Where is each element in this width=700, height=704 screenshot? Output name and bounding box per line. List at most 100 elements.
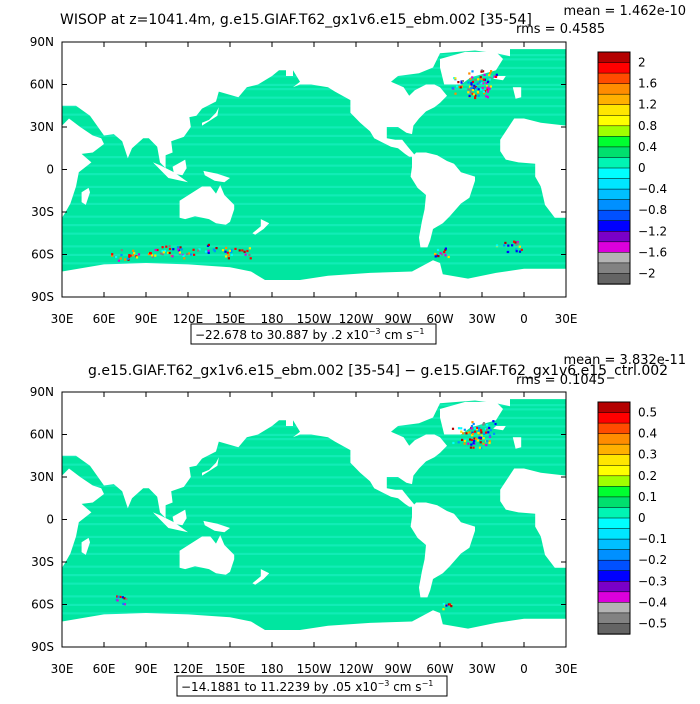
extreme-value-cell: [207, 249, 210, 252]
extreme-value-cell: [482, 70, 485, 73]
colorbar-swatch: [597, 581, 631, 593]
field-band: [62, 438, 566, 441]
extreme-value-cell: [471, 92, 474, 95]
extreme-value-cell: [190, 253, 193, 256]
extreme-value-cell: [439, 252, 442, 255]
extreme-value-cell: [476, 439, 479, 442]
extreme-value-cell: [482, 423, 485, 426]
extreme-value-cell: [133, 252, 136, 255]
field-band: [62, 523, 566, 526]
extreme-value-cell: [230, 250, 233, 254]
extreme-value-cell: [224, 250, 227, 253]
land-mass: [500, 118, 566, 218]
range-label: −22.678 to 30.887 by .2 x10−3 cm s−1: [195, 327, 424, 342]
colorbar-swatch: [597, 51, 631, 64]
extreme-value-cell: [483, 432, 486, 435]
extreme-value-cell: [437, 255, 440, 258]
extreme-value-cell: [197, 249, 200, 252]
land-mass: [512, 437, 522, 449]
extreme-value-cell: [149, 252, 152, 255]
extreme-value-cell: [444, 248, 447, 251]
extreme-value-cell: [186, 253, 189, 256]
extreme-value-cell: [180, 248, 183, 251]
field-band: [62, 603, 566, 606]
x-tick-label: 30E: [555, 312, 578, 326]
land-mass: [203, 170, 230, 183]
x-tick-label: 180: [261, 662, 284, 676]
extreme-value-cell: [467, 81, 470, 84]
land-mass: [62, 42, 286, 169]
extreme-value-cell: [462, 432, 465, 435]
extreme-value-cell: [472, 87, 475, 90]
y-tick-label: 0: [46, 513, 54, 527]
colorbar-label: −2: [638, 266, 656, 280]
extreme-value-cell: [480, 82, 483, 85]
extreme-value-cell: [493, 432, 496, 435]
range-box: [176, 675, 448, 697]
field-band: [62, 105, 566, 108]
extreme-value-cell: [486, 88, 489, 91]
extreme-value-cell: [215, 247, 218, 250]
colorbar-label: −0.4: [638, 182, 667, 196]
colorbar-label: −0.4: [638, 595, 667, 609]
extreme-value-cell: [478, 82, 481, 85]
extreme-value-cell: [468, 94, 471, 98]
extreme-value-cell: [470, 83, 473, 86]
extreme-value-cell: [516, 240, 519, 244]
extreme-value-cell: [467, 88, 470, 91]
extreme-value-cell: [480, 431, 483, 434]
extreme-value-cell: [469, 446, 472, 449]
extreme-value-cell: [162, 251, 165, 254]
x-tick-label: 30E: [51, 312, 74, 326]
field-band: [62, 96, 566, 99]
colorbar-swatch: [597, 422, 631, 435]
extreme-value-cell: [489, 77, 492, 80]
x-tick-label: 150E: [215, 312, 246, 326]
extreme-value-cell: [485, 81, 488, 85]
extreme-value-cell: [479, 76, 482, 79]
extreme-value-cell: [488, 434, 492, 437]
extreme-value-cell: [131, 254, 134, 257]
field-band: [62, 88, 566, 91]
extreme-value-cell: [477, 431, 480, 435]
y-tick-label: 60S: [31, 248, 54, 262]
extreme-value-cell: [465, 432, 468, 435]
panel-bottom: g.e15.GIAF.T62_gx1v6.e15_ebm.002 [35-54]…: [30, 353, 686, 697]
colorbar-label: 0.5: [638, 406, 657, 420]
extreme-value-cell: [468, 431, 471, 434]
extreme-value-cell: [454, 77, 457, 80]
extreme-value-cell: [228, 249, 231, 252]
extreme-value-cell: [485, 444, 488, 447]
extreme-value-cell: [478, 436, 481, 439]
colorbar-swatch: [597, 496, 631, 509]
field-band: [62, 535, 566, 538]
land-mass: [286, 392, 510, 507]
extreme-value-cell: [457, 81, 460, 84]
land-mass: [153, 162, 188, 183]
extreme-value-cell: [474, 427, 477, 430]
colorbar-swatch: [597, 157, 631, 169]
extreme-value-cell: [116, 595, 119, 598]
x-tick-label: 30E: [555, 662, 578, 676]
colorbar-swatch: [597, 443, 631, 456]
extreme-value-cell: [515, 248, 518, 251]
extreme-value-cell: [467, 442, 470, 445]
x-tick-label: 0: [520, 312, 528, 326]
extreme-value-cell: [475, 87, 479, 90]
colorbar-swatch: [597, 401, 631, 414]
extreme-value-cell: [489, 429, 492, 432]
extreme-value-cell: [477, 429, 480, 432]
x-tick-label: 90E: [135, 662, 158, 676]
extreme-value-cell: [132, 249, 135, 252]
map-field: [62, 42, 566, 297]
field-band: [62, 156, 566, 159]
extreme-value-cell: [178, 251, 181, 254]
axes: 30E 60E 90E 120E 150E 180 150W 120W 90W 60W 30W 0 30…: [30, 385, 578, 676]
extreme-value-cell: [460, 85, 463, 88]
extreme-value-cell: [183, 257, 186, 260]
colorbar-swatch: [597, 570, 631, 582]
field-band: [62, 582, 566, 585]
extreme-value-cell: [126, 257, 130, 260]
extreme-value-cell: [478, 446, 482, 449]
